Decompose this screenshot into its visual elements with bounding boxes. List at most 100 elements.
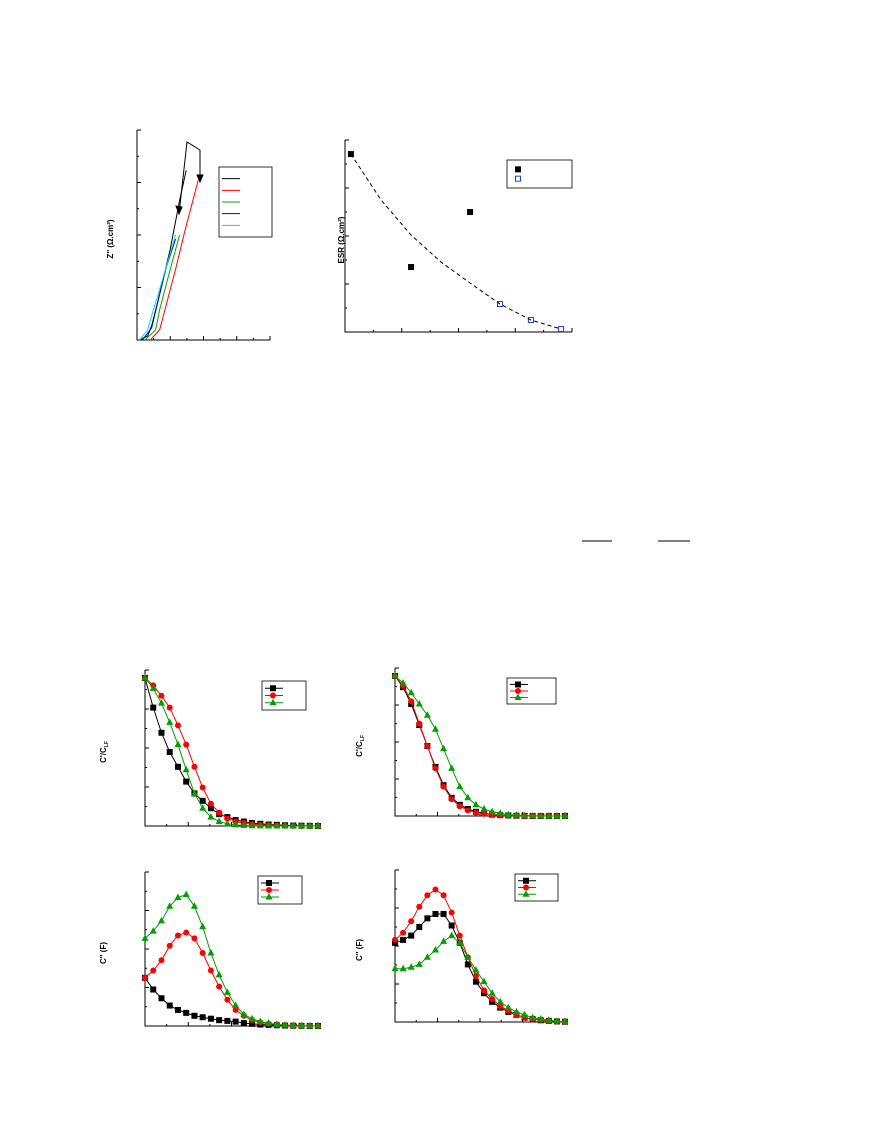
- marker: [480, 805, 488, 812]
- marker: [522, 890, 530, 897]
- marker: [248, 821, 256, 829]
- series-line: [394, 675, 565, 817]
- marker: [158, 729, 165, 736]
- marker: [423, 953, 431, 960]
- marker: [515, 175, 521, 182]
- chart: Z'' (Ω.cm²): [106, 129, 273, 341]
- marker: [408, 264, 415, 271]
- marker: [515, 681, 521, 688]
- marker: [191, 1012, 198, 1019]
- marker: [207, 813, 215, 820]
- marker: [424, 743, 431, 749]
- marker: [166, 718, 174, 725]
- marker: [423, 711, 431, 718]
- y-axis-label-text: ESR (Ω.cm²): [337, 216, 346, 263]
- marker: [537, 811, 545, 819]
- y-axis-label-subscript: LF: [360, 735, 366, 741]
- marker: [157, 699, 165, 706]
- marker: [182, 890, 190, 898]
- marker: [399, 679, 407, 686]
- marker: [216, 809, 223, 816]
- marker: [232, 820, 240, 828]
- marker: [281, 1021, 289, 1028]
- marker: [265, 893, 273, 900]
- y-axis-label-subscript: LF: [104, 741, 110, 747]
- marker: [207, 1015, 214, 1022]
- y-axis-label: C'/CLF: [355, 735, 366, 757]
- marker: [515, 688, 521, 694]
- y-axis-label: Z'' (Ω.cm²): [106, 219, 115, 258]
- marker: [190, 902, 198, 909]
- marker: [248, 1014, 256, 1022]
- marker: [464, 807, 471, 814]
- marker: [224, 996, 231, 1003]
- marker: [407, 963, 415, 970]
- marker: [488, 989, 496, 996]
- marker: [207, 967, 214, 974]
- y-axis-label: C'' (F): [355, 939, 364, 961]
- marker: [472, 978, 479, 985]
- marker: [400, 929, 407, 936]
- marker: [223, 988, 231, 995]
- marker: [190, 789, 198, 796]
- marker: [464, 953, 472, 960]
- marker: [512, 1007, 520, 1015]
- y-axis-label: C'' (F): [99, 942, 108, 964]
- marker: [448, 909, 455, 916]
- marker: [416, 720, 423, 727]
- marker: [166, 1002, 173, 1009]
- chart: ESR (Ω.cm²): [337, 139, 573, 333]
- marker: [199, 1014, 206, 1021]
- series-line: [395, 934, 566, 1023]
- marker: [314, 1022, 322, 1029]
- marker: [158, 692, 165, 699]
- marker: [527, 317, 534, 324]
- marker: [141, 934, 149, 941]
- marker: [289, 822, 297, 829]
- marker: [265, 1019, 273, 1026]
- marker: [440, 911, 447, 917]
- marker: [269, 698, 277, 706]
- y-axis-label-text: Z'' (Ω.cm²): [106, 219, 115, 258]
- marker: [440, 937, 448, 944]
- marker: [529, 1013, 537, 1021]
- series-line: [144, 234, 181, 341]
- marker: [408, 698, 415, 705]
- marker: [448, 931, 456, 939]
- marker: [232, 1001, 240, 1009]
- marker: [216, 1017, 223, 1024]
- marker: [456, 803, 463, 810]
- marker: [497, 301, 504, 308]
- marker: [424, 892, 431, 899]
- marker: [529, 811, 537, 819]
- marker: [224, 1017, 231, 1024]
- marker: [150, 704, 157, 711]
- marker: [191, 935, 198, 942]
- marker: [174, 763, 181, 770]
- marker: [496, 997, 504, 1005]
- y-axis-label: ESR (Ω.cm²): [337, 216, 346, 263]
- marker: [183, 778, 190, 785]
- marker: [199, 784, 206, 791]
- marker: [515, 166, 521, 173]
- marker: [207, 805, 214, 812]
- y-axis-label: C'/CLF: [99, 741, 110, 763]
- marker: [266, 880, 272, 886]
- chart: C'' (F): [99, 871, 322, 1029]
- marker: [432, 886, 439, 893]
- marker: [174, 893, 182, 901]
- marker: [523, 884, 529, 891]
- marker: [558, 326, 565, 333]
- marker: [553, 812, 561, 819]
- marker: [431, 725, 439, 732]
- series-line: [139, 234, 177, 341]
- series-line: [394, 888, 566, 1023]
- chart: C'' (F): [355, 869, 569, 1025]
- marker: [289, 1021, 297, 1029]
- marker: [270, 692, 276, 699]
- marker: [224, 815, 231, 822]
- marker: [166, 704, 173, 711]
- marker: [266, 887, 272, 893]
- marker: [416, 923, 423, 930]
